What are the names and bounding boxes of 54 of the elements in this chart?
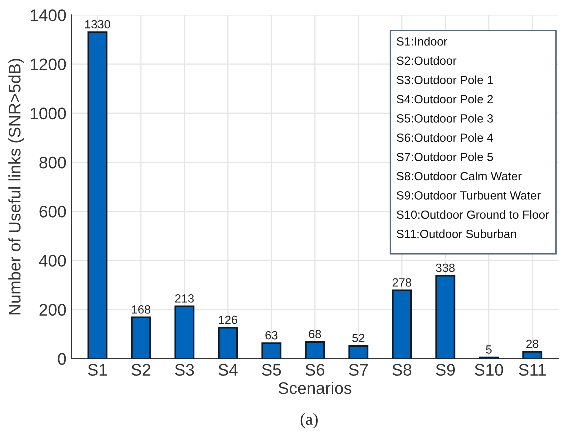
annotation: S9:Outdoor Turbuent Water	[397, 191, 541, 200]
annotation: S10:Outdoor Ground to Floor	[397, 210, 550, 220]
x-tick-label: S8	[392, 364, 412, 376]
bar	[262, 342, 282, 359]
y-tick-label: 1400	[30, 10, 66, 22]
y-tick-label: 400	[39, 255, 66, 267]
bar	[392, 290, 412, 359]
annotation: S1:Indoor	[397, 37, 448, 46]
x-axis-title: Scenarios	[278, 382, 352, 394]
x-tick-label: S11	[519, 364, 546, 376]
x-tick-label: S3	[175, 364, 194, 376]
data-label: 168	[132, 306, 151, 314]
y-tick-label: 600	[40, 206, 66, 218]
data-label: 28	[526, 340, 539, 348]
data-label: 126	[219, 316, 238, 324]
data-label: 63	[266, 331, 278, 340]
x-tick-label: S9	[436, 364, 456, 376]
y-tick-label: 1200	[30, 58, 66, 71]
data-label: 338	[436, 264, 455, 272]
data-label: 1330	[85, 20, 110, 29]
y-tick-label: 1000	[30, 108, 66, 120]
bar	[522, 351, 543, 359]
annotation: S11:Outdoor Suburban	[397, 230, 516, 238]
annotation: S4:Outdoor Pole 2	[397, 94, 494, 104]
x-tick-label: S1	[88, 364, 108, 376]
annotation: S6:Outdoor Pole 4	[397, 133, 494, 142]
x-tick-label: S6	[306, 364, 325, 376]
annotation: S5:Outdoor Pole 3	[397, 114, 494, 123]
annotation: S8:Outdoor Calm Water	[397, 172, 522, 181]
y-tick-label: 800	[40, 156, 66, 169]
bar	[218, 327, 238, 359]
data-label: 5	[486, 346, 492, 354]
annotation: S3:Outdoor Pole 1	[397, 76, 494, 84]
bar	[88, 32, 108, 359]
bar	[131, 316, 152, 359]
data-label: 52	[352, 334, 365, 342]
bar	[174, 306, 195, 359]
bar	[348, 345, 369, 359]
annotation: S2:Outdoor	[397, 56, 457, 66]
y-tick-label: 0	[58, 353, 66, 366]
text: (a)	[300, 413, 318, 428]
y-axis-title: Number of Useful links (SNR>5dB)	[8, 59, 24, 315]
data-label: 278	[392, 278, 412, 287]
x-tick-label: S2	[132, 364, 151, 376]
annotation: S7:Outdoor Pole 5	[397, 152, 494, 162]
y-tick-label: 200	[40, 304, 66, 316]
bar	[305, 341, 326, 359]
data-label: 213	[175, 294, 194, 303]
x-tick-label: S4	[218, 364, 238, 376]
x-tick-label: S7	[349, 364, 368, 376]
x-tick-label: S5	[262, 364, 282, 376]
data-label: 68	[309, 330, 322, 338]
x-tick-label: S10	[475, 364, 504, 376]
bar	[436, 275, 456, 359]
